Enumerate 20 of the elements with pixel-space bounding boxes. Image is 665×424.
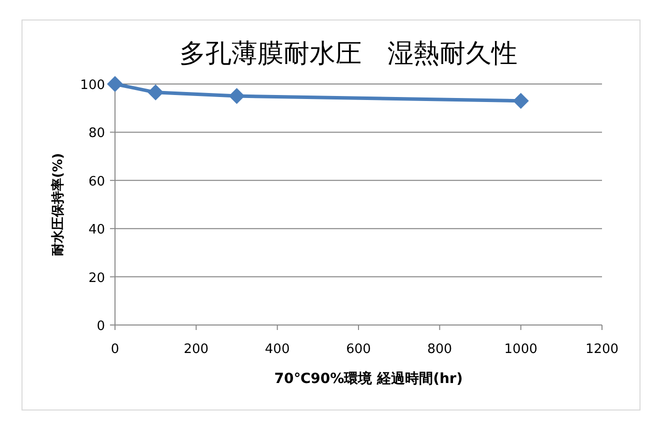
x-tick-label: 800: [427, 342, 452, 357]
y-tick-label: 40: [88, 222, 105, 238]
x-tick-label: 1000: [504, 342, 538, 357]
chart-title: 多孔薄膜耐水圧 湿熱耐久性: [180, 39, 518, 69]
y-axis-title: 耐水圧保持率(%): [50, 153, 66, 256]
y-tick-label: 60: [88, 174, 105, 190]
y-tick-label: 100: [80, 78, 105, 93]
x-tick-label: 200: [184, 342, 209, 357]
y-tick-label: 20: [88, 270, 105, 286]
point: [148, 84, 164, 100]
x-tick-label: 400: [264, 342, 290, 357]
x-tick-label: 600: [346, 342, 371, 357]
y-tick-label: 0: [96, 319, 105, 334]
x-tick-label: 1200: [585, 342, 619, 357]
y-tick-label: 80: [88, 126, 105, 142]
point: [107, 76, 123, 92]
x-tick-label: 0: [110, 342, 120, 357]
point: [512, 92, 529, 109]
point: [228, 88, 245, 104]
x-axis-title: 70℃90%環境 経過時間(hr): [274, 370, 463, 387]
